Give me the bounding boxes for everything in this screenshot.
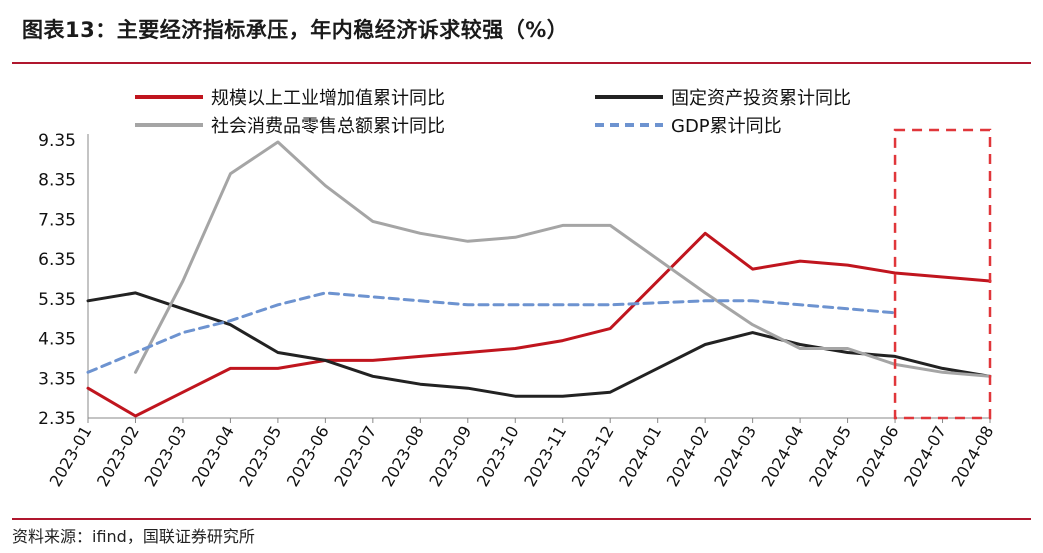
x-tick-label: 2023-06 (283, 423, 333, 490)
x-tick-label: 2024-02 (663, 423, 713, 490)
x-tick-label: 2024-03 (710, 423, 760, 490)
x-axis: 2023-012023-022023-032023-042023-052023-… (46, 417, 998, 490)
series-line-- (134, 140, 992, 378)
series-line-- (86, 231, 992, 418)
x-tick-label: 2023-09 (425, 422, 475, 489)
x-tick-label: 2024-08 (948, 423, 998, 490)
y-tick-label: 4.35 (38, 330, 76, 350)
x-tick-label: 2023-02 (93, 423, 143, 490)
x-tick-label: 2023-12 (568, 423, 618, 490)
chart-title: 图表13：主要经济指标承压，年内稳经济诉求较强（%） (22, 18, 569, 42)
x-tick-label: 2023-01 (46, 423, 96, 490)
legend-label: 固定资产投资累计同比 (671, 88, 851, 109)
y-tick-label: 9.35 (38, 131, 76, 151)
x-tick-label: 2024-04 (758, 423, 808, 490)
x-tick-label: 2024-01 (615, 423, 665, 490)
y-tick-label: 6.35 (38, 250, 76, 270)
series-line-- (86, 291, 992, 398)
x-tick-label: 2023-11 (520, 423, 570, 490)
y-tick-label: 3.35 (38, 369, 76, 389)
x-tick-label: 2023-07 (330, 423, 380, 490)
y-tick-label: 2.35 (38, 409, 76, 429)
x-tick-label: 2024-05 (805, 423, 855, 490)
y-tick-label: 7.35 (38, 210, 76, 230)
series-line-gdp- (86, 291, 897, 374)
x-tick-label: 2023-03 (141, 423, 191, 490)
legend-label: 社会消费品零售总额累计同比 (211, 116, 445, 137)
x-tick-label: 2023-05 (235, 423, 285, 490)
y-tick-label: 5.35 (38, 290, 76, 310)
highlight-box (893, 128, 992, 420)
top-rule (12, 62, 1031, 64)
x-tick-label: 2023-04 (188, 423, 238, 490)
legend-label: GDP累计同比 (671, 116, 782, 137)
bottom-rule (12, 518, 1031, 520)
x-tick-label: 2023-10 (473, 423, 523, 490)
legend-label: 规模以上工业增加值累计同比 (211, 88, 445, 109)
x-tick-label: 2023-08 (378, 423, 428, 490)
source-note: 资料来源：ifind，国联证券研究所 (12, 527, 255, 546)
y-tick-label: 8.35 (38, 171, 76, 191)
y-axis: 9.35 8.35 7.35 6.35 5.35 4.35 3.35 2.35 (38, 131, 89, 429)
x-tick-label: 2024-07 (900, 423, 950, 490)
plot-area (86, 128, 992, 420)
x-tick-label: 2024-06 (853, 423, 903, 490)
